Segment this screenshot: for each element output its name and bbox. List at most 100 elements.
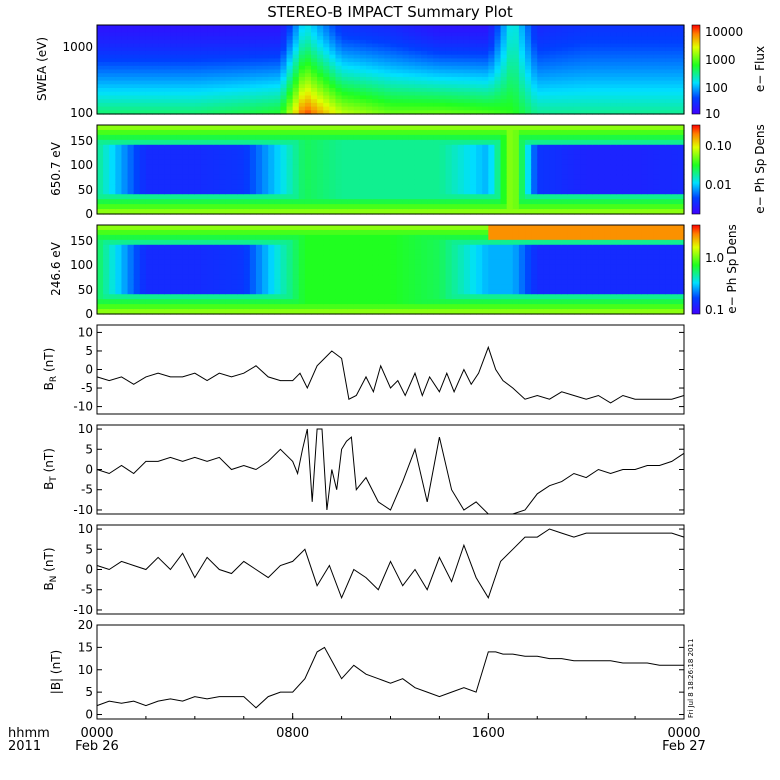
swea-cell [451,73,459,78]
ste650-cell [115,139,123,146]
swea-cell [610,25,618,30]
ste650-cell [304,149,312,156]
ste650-cell [469,139,477,146]
swea-cell [268,62,275,67]
ste246-cell [103,239,110,246]
swea-cell [97,62,104,67]
swea-cell [506,43,514,48]
ste650-cell [518,199,526,205]
swea-cell [158,28,165,34]
swea-cell [567,25,575,30]
swea-cell [207,76,214,82]
ste246-cell [280,244,288,251]
ste246-cell [152,299,159,305]
swea-cell [109,95,116,100]
ste650-cell [304,164,312,171]
swea-cell [482,39,489,45]
swea-cell [622,110,630,115]
ste650-cell [677,199,685,205]
swea-cell [396,102,404,108]
ste650-cell [390,209,398,215]
ste650-cell [164,199,171,205]
swea-cell [231,99,239,104]
swea-cell [97,102,104,108]
swea-cell [433,36,441,41]
ste246-cell [109,274,116,280]
swea-cell [457,80,465,85]
swea-cell [451,106,459,111]
swea-cell [482,80,489,85]
ste650-cell [317,134,324,141]
ste650-cell [396,199,404,205]
ste246-cell [127,294,135,300]
ste650-cell [237,179,245,185]
swea-cell [378,65,385,71]
swea-cell [152,36,159,41]
swea-cell [225,80,233,85]
ste246-cell [390,264,398,271]
ste246-cell [323,244,330,251]
ste650-cell [237,164,245,171]
swea-cell [109,69,116,74]
ste650-cell [671,199,679,205]
swea-cell [445,65,453,71]
swea-cell [525,39,532,45]
ste650-cell [414,169,422,176]
swea-cell [231,39,239,45]
ste650-cell [341,204,349,210]
ste650-cell [408,189,416,195]
swea-cell [665,80,673,85]
swea-cell [635,32,642,37]
ste650-cell [194,125,202,131]
ste650-cell [598,125,606,131]
swea-cell [445,106,453,111]
swea-cell [531,69,538,74]
swea-cell [292,62,300,67]
swea-cell [476,99,483,104]
swea-cell [525,32,532,37]
ste246-cell [164,294,171,300]
ste650-cell [158,129,165,136]
swea-cell [567,65,575,71]
swea-cell [451,36,459,41]
swea-cell [237,102,245,108]
ste246-cell [219,284,226,290]
ste650-cell [616,129,624,136]
ste650-cell [286,144,294,151]
swea-cell [653,76,661,82]
swea-cell [225,110,233,115]
swea-cell [647,54,655,59]
swea-cell [628,62,636,67]
swea-cell [359,106,367,111]
swea-cell [433,43,441,48]
swea-cell [537,65,544,71]
ste650-cell [488,169,496,176]
ste650-cell [580,184,587,190]
ste650-cell [237,204,245,210]
swea-cell [586,110,593,115]
swea-cell [463,25,471,30]
ste650-cell [414,149,422,156]
ste650-cell [280,209,288,215]
swea-cell [323,62,330,67]
swea-cell [659,50,667,56]
swea-cell [176,62,184,67]
swea-cell [249,39,257,45]
ste650-cell [451,164,459,171]
ste650-cell [653,129,661,136]
swea-cell [610,73,618,78]
swea-cell [580,84,587,89]
ste650-cell [518,139,526,146]
ste246-cell [311,269,318,276]
swea-cell [213,47,220,52]
swea-cell [525,73,532,78]
swea-cell [133,73,141,78]
ste246-cell [311,234,318,241]
ste650-cell [207,209,214,215]
swea-cell [292,84,300,89]
swea-cell [567,84,575,89]
ste650-cell [671,179,679,185]
swea-cell [145,36,153,41]
swea-cell [659,88,667,93]
ste246-cell [384,279,392,285]
